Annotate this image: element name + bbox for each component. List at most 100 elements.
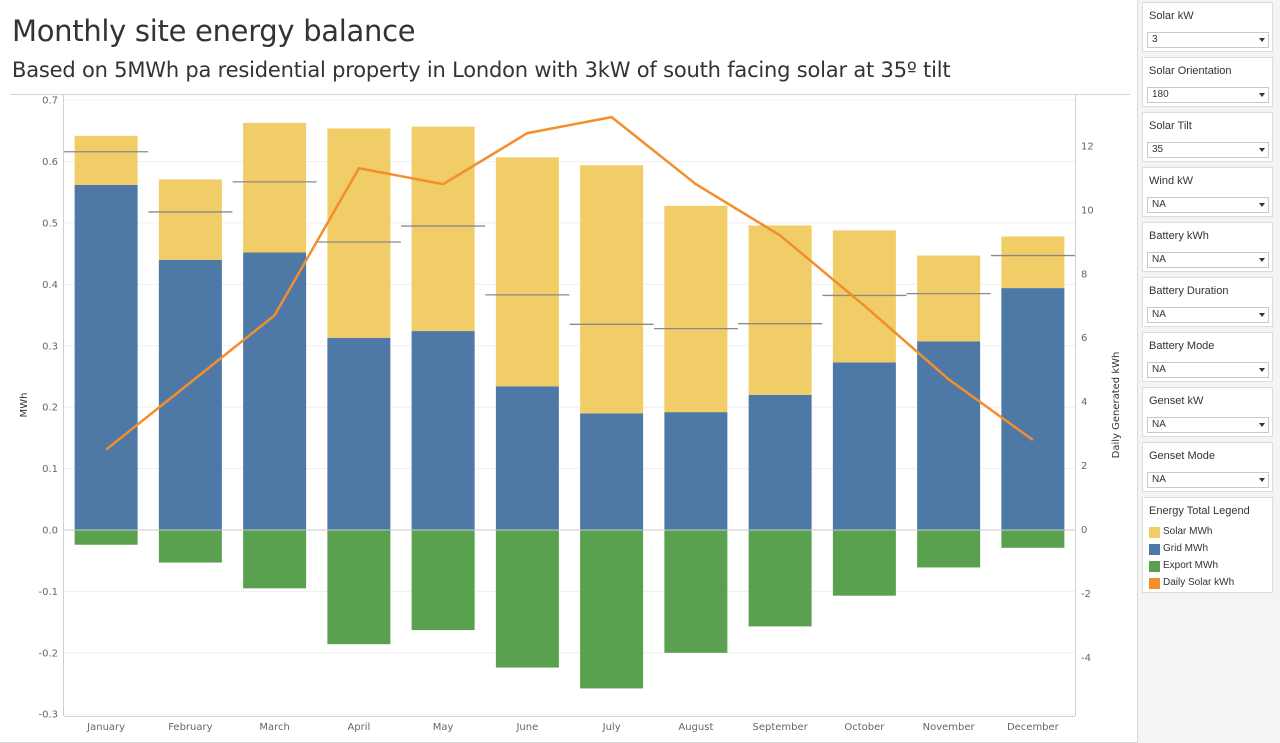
chart-subtitle: Based on 5MWh pa residential property in…: [12, 58, 951, 82]
y-right-tick-label: -2: [1081, 589, 1091, 600]
filter-solar-kw: Solar kW 3: [1142, 2, 1273, 52]
export-bar: [411, 530, 475, 631]
battery-mode-dropdown[interactable]: NA: [1147, 362, 1269, 378]
legend-item-solar[interactable]: Solar MWh: [1149, 526, 1269, 540]
legend-label: Solar MWh: [1163, 526, 1213, 537]
filter-value: 35: [1152, 144, 1164, 155]
filter-battery-kwh: Battery kWh NA: [1142, 222, 1273, 272]
grid-bar: [580, 413, 644, 530]
chevron-down-icon: [1259, 93, 1265, 97]
x-tick-label: February: [168, 722, 212, 733]
solar-bar: [158, 179, 222, 260]
solar-bar: [1001, 236, 1065, 289]
filter-value: NA: [1152, 254, 1166, 265]
x-tick-label: July: [602, 722, 621, 733]
y-tick-label: 0.5: [42, 219, 58, 230]
solar-bar: [748, 225, 812, 395]
filter-label: Solar kW: [1149, 10, 1194, 22]
filter-battery-mode: Battery Mode NA: [1142, 332, 1273, 382]
solar-bar: [411, 126, 475, 332]
filter-label: Solar Orientation: [1149, 65, 1232, 77]
filter-label: Solar Tilt: [1149, 120, 1192, 132]
solar-bar: [832, 230, 896, 363]
chevron-down-icon: [1259, 368, 1265, 372]
grid-bar: [664, 412, 728, 530]
export-bar: [748, 530, 812, 627]
legend-title: Energy Total Legend: [1149, 505, 1250, 517]
chevron-down-icon: [1259, 478, 1265, 482]
y-right-tick-label: 12: [1081, 141, 1094, 152]
filter-value: NA: [1152, 474, 1166, 485]
legend-label: Export MWh: [1163, 560, 1219, 571]
solar-orientation-dropdown[interactable]: 180: [1147, 87, 1269, 103]
x-tick-label: January: [86, 722, 125, 733]
filter-label: Battery kWh: [1149, 230, 1209, 242]
filter-battery-duration: Battery Duration NA: [1142, 277, 1273, 327]
grid-bar: [748, 394, 812, 530]
solar-bar: [243, 122, 307, 253]
filter-label: Battery Mode: [1149, 340, 1215, 352]
grid-bar: [1001, 288, 1065, 530]
x-tick-label: May: [433, 722, 454, 733]
y-tick-label: 0.4: [42, 280, 58, 291]
solar-bar: [495, 157, 559, 387]
y-right-tick-label: 10: [1081, 205, 1094, 216]
y-tick-label: 0.0: [42, 526, 58, 537]
grid-bar: [158, 259, 222, 530]
filter-sidebar: Solar kW 3 Solar Orientation 180 Solar T…: [1142, 0, 1275, 743]
energy-legend: Energy Total Legend Solar MWh Grid MWh E…: [1142, 497, 1273, 593]
grid-bar: [917, 341, 981, 530]
x-tick-label: October: [844, 722, 885, 733]
chevron-down-icon: [1259, 258, 1265, 262]
battery-kwh-dropdown[interactable]: NA: [1147, 252, 1269, 268]
x-tick-label: March: [259, 722, 289, 733]
export-bar: [664, 530, 728, 653]
solar-bar: [327, 128, 391, 338]
filter-genset-kw: Genset kW NA: [1142, 387, 1273, 437]
wind-kw-dropdown[interactable]: NA: [1147, 197, 1269, 213]
y-tick-label: 0.2: [42, 403, 58, 414]
y-tick-label: 0.3: [42, 341, 58, 352]
filter-value: NA: [1152, 309, 1166, 320]
filter-solar-tilt: Solar Tilt 35: [1142, 112, 1273, 162]
genset-mode-dropdown[interactable]: NA: [1147, 472, 1269, 488]
export-bar: [495, 530, 559, 668]
chevron-down-icon: [1259, 38, 1265, 42]
y-axis-title: MWh: [19, 393, 30, 418]
export-bar: [74, 530, 138, 545]
filter-label: Wind kW: [1149, 175, 1193, 187]
filter-label: Battery Duration: [1149, 285, 1229, 297]
legend-swatch: [1149, 527, 1160, 538]
legend-item-export[interactable]: Export MWh: [1149, 560, 1269, 574]
battery-duration-dropdown[interactable]: NA: [1147, 307, 1269, 323]
x-tick-label: June: [515, 722, 538, 733]
filter-value: NA: [1152, 199, 1166, 210]
export-bar: [243, 530, 307, 589]
filter-label: Genset Mode: [1149, 450, 1216, 462]
genset-kw-dropdown[interactable]: NA: [1147, 417, 1269, 433]
x-tick-label: September: [752, 722, 808, 733]
solar-bar: [580, 165, 644, 414]
solar-kw-dropdown[interactable]: 3: [1147, 32, 1269, 48]
grid-bar: [327, 337, 391, 530]
filter-wind-kw: Wind kW NA: [1142, 167, 1273, 217]
filter-value: NA: [1152, 419, 1166, 430]
daily-solar-line: [105, 115, 1034, 451]
grid-bar: [74, 184, 138, 530]
solar-tilt-dropdown[interactable]: 35: [1147, 142, 1269, 158]
grid-bar: [411, 331, 475, 530]
x-tick-label: August: [678, 722, 713, 733]
legend-swatch: [1149, 544, 1160, 555]
export-bar: [580, 530, 644, 689]
filter-value: 3: [1152, 34, 1158, 45]
legend-label: Grid MWh: [1163, 543, 1208, 554]
y-tick-label: -0.3: [38, 710, 58, 721]
y-tick-label: -0.2: [38, 648, 58, 659]
legend-item-grid[interactable]: Grid MWh: [1149, 543, 1269, 557]
solar-bar: [917, 255, 981, 342]
legend-swatch: [1149, 578, 1160, 589]
legend-item-daily-solar[interactable]: Daily Solar kWh: [1149, 577, 1269, 591]
y-tick-label: -0.1: [38, 587, 58, 598]
grid-bar: [832, 362, 896, 530]
filter-label: Genset kW: [1149, 395, 1204, 407]
